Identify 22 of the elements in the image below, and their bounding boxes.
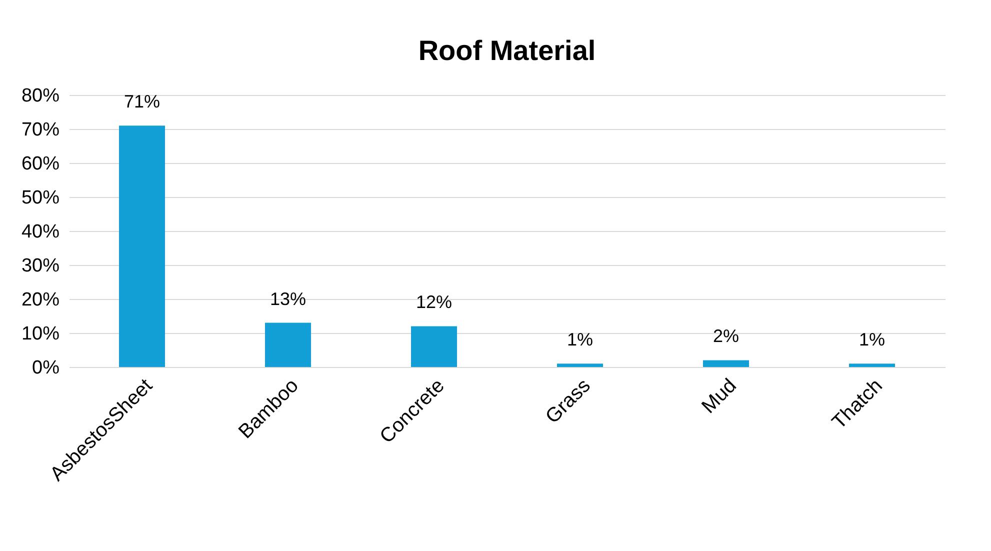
- bar: [119, 126, 165, 367]
- bar: [849, 364, 895, 367]
- data-label: 71%: [124, 92, 160, 112]
- data-label: 2%: [712, 326, 740, 346]
- data-label: 13%: [270, 288, 306, 309]
- y-tick-label: 40%: [21, 222, 60, 242]
- bar: [703, 360, 749, 367]
- bar: [411, 326, 457, 367]
- y-tick-label: 70%: [21, 120, 60, 140]
- chart-title: Roof Material: [418, 35, 596, 66]
- y-tick-label: 10%: [21, 324, 60, 344]
- data-label: 1%: [858, 330, 886, 350]
- y-tick-label: 20%: [21, 290, 60, 310]
- y-tick-label: 0%: [32, 358, 60, 378]
- y-tick-label: 50%: [21, 188, 60, 208]
- bar: [557, 364, 603, 367]
- y-tick-label: 30%: [21, 256, 60, 276]
- bar: [265, 322, 311, 367]
- data-label: 12%: [416, 292, 452, 312]
- y-tick-label: 80%: [21, 86, 60, 106]
- data-label: 1%: [566, 330, 594, 350]
- y-tick-label: 60%: [21, 154, 60, 174]
